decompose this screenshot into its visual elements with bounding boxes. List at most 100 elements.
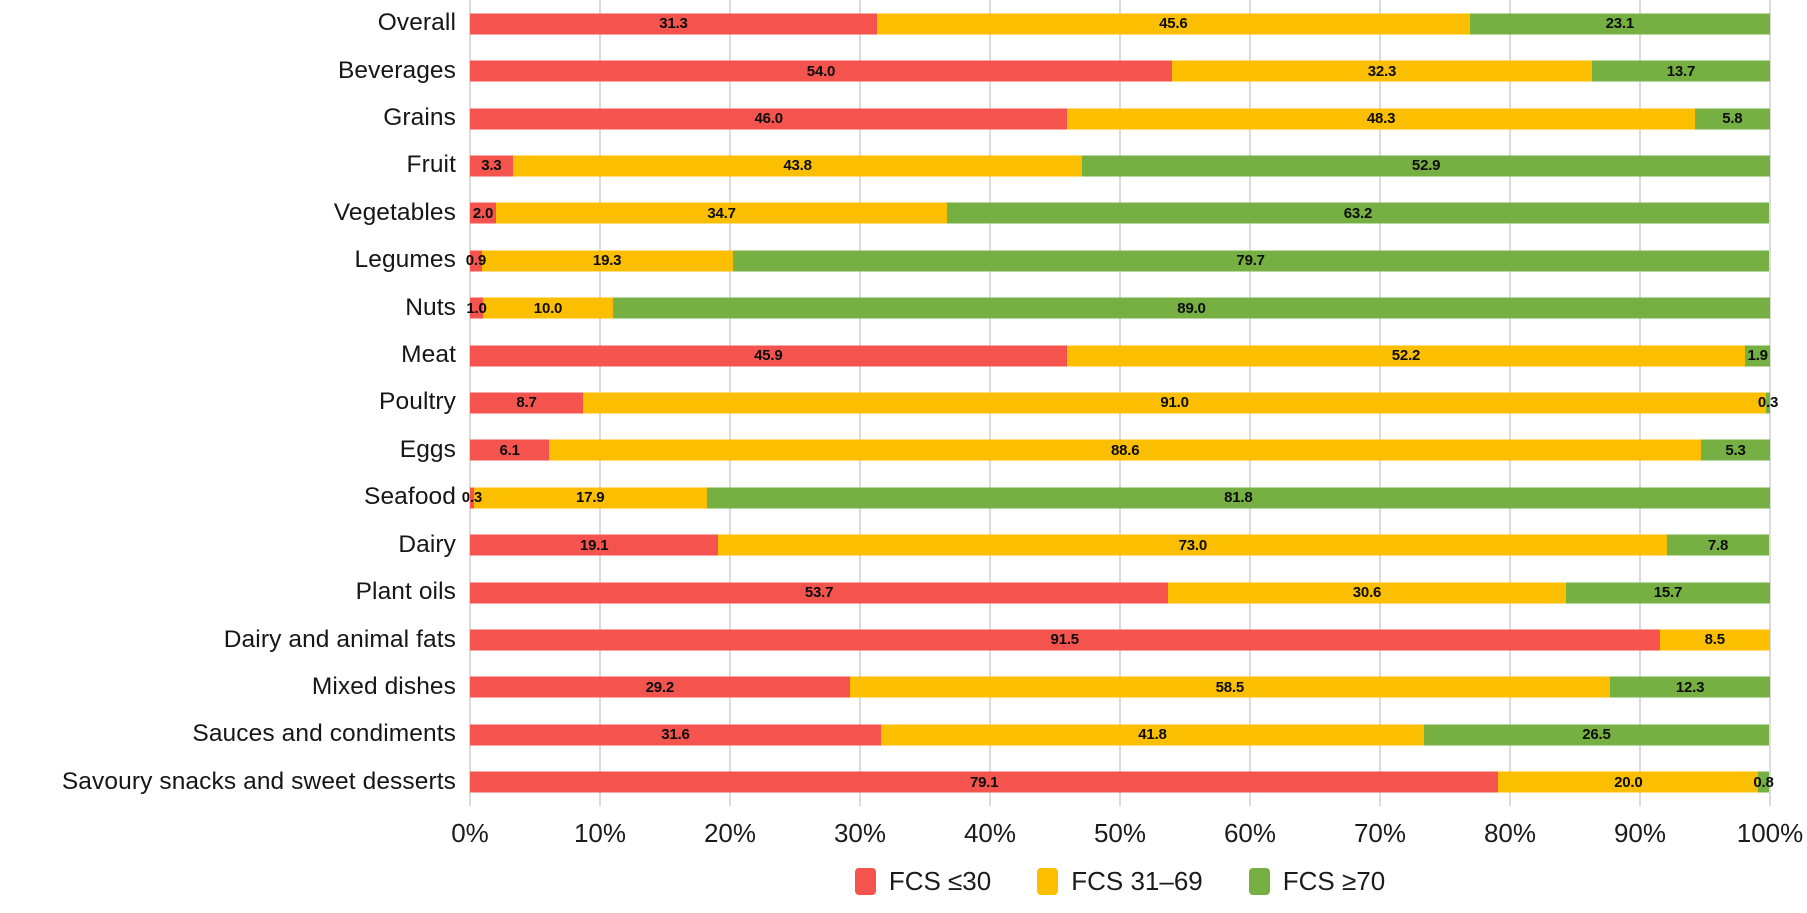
- segment-fcs-31-69: 91.0: [583, 392, 1767, 414]
- x-tick-label: 10%: [573, 818, 627, 848]
- stacked-bar: 0.3 17.9 81.8: [462, 487, 1770, 509]
- category-label: Meat: [401, 341, 456, 369]
- value-label: 53.7: [804, 584, 834, 602]
- value-label: 29.2: [645, 678, 675, 696]
- bar-track: 54.0 32.3 13.7: [470, 47, 1770, 94]
- value-label: 48.3: [1366, 110, 1396, 128]
- value-label: 73.0: [1178, 536, 1208, 554]
- segment-fcs-ge-70: 63.2: [947, 202, 1769, 224]
- segment-fcs-ge-70: 0.8: [1753, 771, 1774, 793]
- bar-row: Mixed dishes 29.2 58.5 12.3: [0, 664, 1807, 711]
- segment-fcs-31-69: 52.2: [1066, 345, 1746, 367]
- bar-track: 19.1 73.0 7.8: [470, 521, 1770, 568]
- x-axis: 0% 10% 20% 30% 40% 50% 60% 70% 80% 90% 100%: [451, 806, 1803, 862]
- bar-track: 45.9 52.2 1.9: [470, 332, 1770, 379]
- legend-label: FCS ≤30: [888, 866, 992, 896]
- value-label: 0.3: [461, 489, 483, 507]
- value-label: 19.3: [592, 252, 622, 270]
- value-label: 15.7: [1653, 584, 1683, 602]
- segment-fcs-ge-70: 81.8: [706, 487, 1770, 509]
- value-label: 34.7: [707, 204, 736, 222]
- category-label: Fruit: [406, 151, 456, 179]
- x-tick-label: 100%: [1736, 818, 1804, 848]
- value-label: 32.3: [1367, 62, 1397, 80]
- value-label: 5.3: [1725, 441, 1746, 459]
- category-label: Plant oils: [355, 578, 456, 606]
- bar-row: Poultry 8.7 91.0 0.3: [0, 379, 1807, 426]
- stacked-bar: 54.0 32.3 13.7: [470, 60, 1770, 82]
- segment-fcs-le-30: 79.1: [470, 771, 1499, 793]
- value-label: 52.2: [1391, 347, 1421, 365]
- value-label: 41.8: [1138, 726, 1167, 744]
- value-label: 91.5: [1050, 631, 1080, 649]
- bar-track: 8.7 91.0 0.3: [470, 379, 1778, 426]
- value-label: 63.2: [1343, 204, 1373, 222]
- value-label: 13.7: [1666, 62, 1696, 80]
- bar-row: Eggs 6.1 88.6 5.3: [0, 427, 1807, 474]
- segment-fcs-le-30: 29.2: [470, 676, 850, 698]
- value-label: 30.6: [1352, 584, 1382, 602]
- bar-track: 6.1 88.6 5.3: [470, 427, 1770, 474]
- stacked-bar: 3.3 43.8 52.9: [470, 155, 1770, 177]
- bar-row: Beverages 54.0 32.3 13.7: [0, 47, 1807, 94]
- stacked-bar: 31.6 41.8 26.5: [470, 724, 1770, 746]
- category-label: Nuts: [405, 293, 456, 321]
- legend-swatch-fcs-le-30: [854, 868, 876, 895]
- segment-fcs-le-30: 31.3: [470, 13, 877, 35]
- bar-row: Nuts 1.0 10.0 89.0: [0, 284, 1807, 331]
- stacked-bar: 46.0 48.3 5.8: [470, 108, 1770, 130]
- value-label: 52.9: [1411, 157, 1441, 175]
- value-label: 2.0: [472, 204, 494, 222]
- x-tick-label: 60%: [1223, 818, 1277, 848]
- bar-track: 2.0 34.7 63.2: [470, 190, 1770, 237]
- x-tick-label: 20%: [703, 818, 757, 848]
- legend-item-fcs-le-30: FCS ≤30: [854, 866, 992, 897]
- segment-fcs-le-30: 46.0: [470, 108, 1068, 130]
- value-label: 79.1: [969, 773, 999, 791]
- x-tick-label: 50%: [1093, 818, 1147, 848]
- category-label: Legumes: [354, 246, 456, 274]
- segment-fcs-31-69: 43.8: [512, 155, 1083, 177]
- value-label: 5.8: [1722, 110, 1743, 128]
- segment-fcs-31-69: 34.7: [496, 202, 948, 224]
- segment-fcs-le-30: 91.5: [470, 629, 1660, 651]
- bar-track: 46.0 48.3 5.8: [470, 95, 1770, 142]
- value-label: 26.5: [1582, 726, 1611, 744]
- bar-track: 31.6 41.8 26.5: [470, 711, 1770, 758]
- legend-label: FCS 31–69: [1071, 866, 1203, 896]
- bar-track: 29.2 58.5 12.3: [470, 664, 1770, 711]
- bar-track: 0.3 17.9 81.8: [462, 474, 1770, 521]
- segment-fcs-ge-70: 79.7: [732, 250, 1769, 272]
- segment-fcs-ge-70: 0.3: [1758, 392, 1778, 414]
- category-label: Grains: [383, 104, 456, 132]
- value-label: 46.0: [754, 110, 784, 128]
- value-label: 31.3: [659, 15, 688, 33]
- bar-row: Dairy and animal fats 91.5 8.5: [0, 616, 1807, 663]
- value-label: 12.3: [1675, 678, 1705, 696]
- legend-swatch-fcs-31-69: [1037, 868, 1059, 895]
- value-label: 8.5: [1704, 631, 1725, 649]
- segment-fcs-31-69: 58.5: [849, 676, 1611, 698]
- category-label: Overall: [377, 9, 456, 37]
- segment-fcs-le-30: 45.9: [470, 345, 1067, 367]
- legend-swatch-fcs-ge-70: [1248, 868, 1270, 895]
- bar-row: Savoury snacks and sweet desserts 79.1 20.…: [0, 759, 1807, 806]
- segment-fcs-le-30: 19.1: [470, 534, 719, 556]
- category-label: Dairy: [398, 530, 456, 558]
- bar-row: Vegetables 2.0 34.7 63.2: [0, 190, 1807, 237]
- value-label: 31.6: [661, 726, 690, 744]
- stacked-bar: 91.5 8.5: [470, 629, 1770, 651]
- segment-fcs-le-30: 54.0: [470, 60, 1172, 82]
- x-tick-label: 70%: [1353, 818, 1407, 848]
- legend-item-fcs-31-69: FCS 31–69: [1037, 866, 1203, 897]
- value-label: 10.0: [533, 299, 563, 317]
- segment-fcs-le-30: 53.7: [470, 582, 1169, 604]
- stacked-bar: 8.7 91.0 0.3: [470, 392, 1778, 414]
- value-label: 91.0: [1160, 394, 1189, 412]
- segment-fcs-ge-70: 52.9: [1082, 155, 1770, 177]
- segment-fcs-ge-70: 1.9: [1745, 345, 1770, 367]
- bar-track: 3.3 43.8 52.9: [470, 142, 1770, 189]
- value-label: 45.9: [754, 347, 783, 365]
- segment-fcs-ge-70: 26.5: [1424, 724, 1769, 746]
- segment-fcs-31-69: 8.5: [1659, 629, 1770, 651]
